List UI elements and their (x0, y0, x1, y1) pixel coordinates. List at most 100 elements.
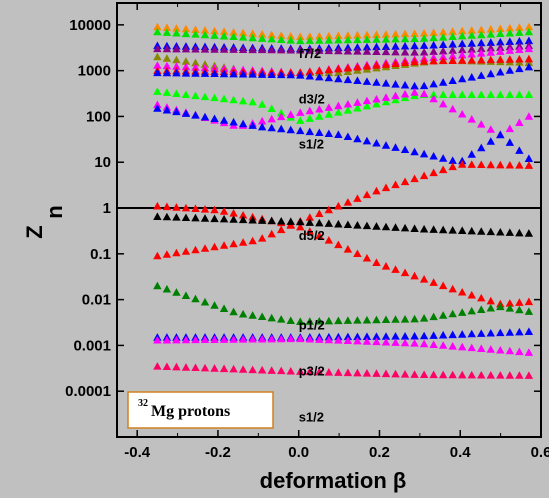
data-point (524, 297, 534, 306)
data-point (229, 215, 238, 223)
data-point (210, 31, 219, 39)
data-point (524, 62, 534, 71)
data-point (315, 36, 324, 44)
data-point (400, 47, 410, 56)
data-point (467, 49, 476, 58)
data-point (458, 330, 467, 338)
y-axis-title-sub: n (42, 205, 67, 218)
data-point (257, 116, 267, 125)
data-point (438, 281, 448, 290)
data-point (467, 115, 476, 123)
data-point (448, 27, 457, 35)
y-axis-title: Z n (22, 205, 67, 238)
data-point (438, 330, 448, 339)
data-point (162, 61, 172, 70)
data-point (429, 168, 438, 177)
data-point (419, 41, 429, 49)
data-point (458, 160, 467, 168)
data-point (496, 302, 505, 311)
data-point (429, 151, 438, 160)
data-point (277, 216, 286, 225)
data-point (448, 162, 457, 171)
data-point (458, 226, 467, 234)
series-group (153, 22, 534, 379)
data-point (267, 34, 276, 43)
data-point (524, 112, 534, 120)
data-point (515, 305, 524, 314)
data-point (200, 297, 210, 306)
data-point (372, 61, 381, 69)
data-point (505, 228, 515, 236)
data-point (448, 90, 457, 98)
x-tick-label: 0.6 (531, 444, 549, 461)
data-point (334, 368, 343, 376)
data-point (362, 96, 372, 105)
data-point (438, 154, 448, 162)
data-point (381, 47, 391, 56)
data-point (343, 316, 353, 324)
data-point (496, 328, 505, 337)
ticks-group: -0.4 -0.2 0.0 0.2 0.4 0.6 0.0001 0.001 0.01 0.1 1 1… (65, 3, 549, 461)
data-point (372, 94, 381, 103)
data-point (191, 245, 200, 254)
data-point (219, 364, 229, 373)
data-point (381, 262, 391, 270)
data-point (343, 198, 353, 206)
data-point (334, 46, 343, 55)
data-point (362, 136, 372, 145)
data-point (353, 35, 362, 44)
data-point (200, 112, 210, 121)
data-point (467, 290, 476, 299)
data-point (238, 215, 248, 224)
data-point (486, 90, 495, 98)
data-point (448, 76, 457, 85)
data-point (200, 335, 210, 344)
data-point (296, 367, 305, 375)
data-point (286, 110, 295, 118)
data-point (419, 224, 429, 233)
data-point (353, 332, 362, 341)
data-point (410, 29, 419, 37)
y-tick-label: 0.0001 (65, 383, 111, 400)
data-point (315, 316, 324, 325)
data-point (324, 335, 334, 344)
data-point (477, 227, 486, 235)
data-point (315, 72, 324, 81)
data-point (315, 66, 324, 75)
data-point (486, 25, 495, 33)
data-point (181, 24, 191, 33)
data-point (438, 33, 448, 41)
data-point (353, 221, 362, 229)
data-point (267, 229, 276, 238)
data-point (400, 145, 410, 154)
data-point (438, 165, 448, 174)
data-point (277, 315, 286, 323)
y-tick-label: 0.1 (90, 246, 111, 263)
data-point (391, 332, 400, 340)
data-point (324, 316, 334, 325)
data-point (315, 112, 324, 120)
data-point (181, 291, 191, 299)
data-point (429, 340, 438, 349)
data-point (229, 28, 238, 36)
x-tick-label: 0.4 (450, 444, 472, 461)
data-point (343, 63, 353, 72)
y-tick-label: 1000 (78, 63, 111, 80)
data-point (162, 28, 172, 36)
data-point (381, 315, 391, 324)
data-point (400, 268, 410, 277)
data-point (372, 42, 381, 51)
data-point (448, 309, 457, 318)
data-point (438, 99, 448, 108)
data-point (372, 222, 381, 230)
data-point (334, 108, 343, 116)
data-point (238, 33, 248, 41)
y-tick-label: 10 (94, 154, 111, 171)
data-point (219, 207, 229, 215)
data-point (334, 35, 343, 44)
data-point (210, 335, 219, 343)
data-point (477, 344, 486, 352)
data-point (438, 46, 448, 55)
data-point (505, 346, 515, 355)
data-point (496, 130, 505, 139)
